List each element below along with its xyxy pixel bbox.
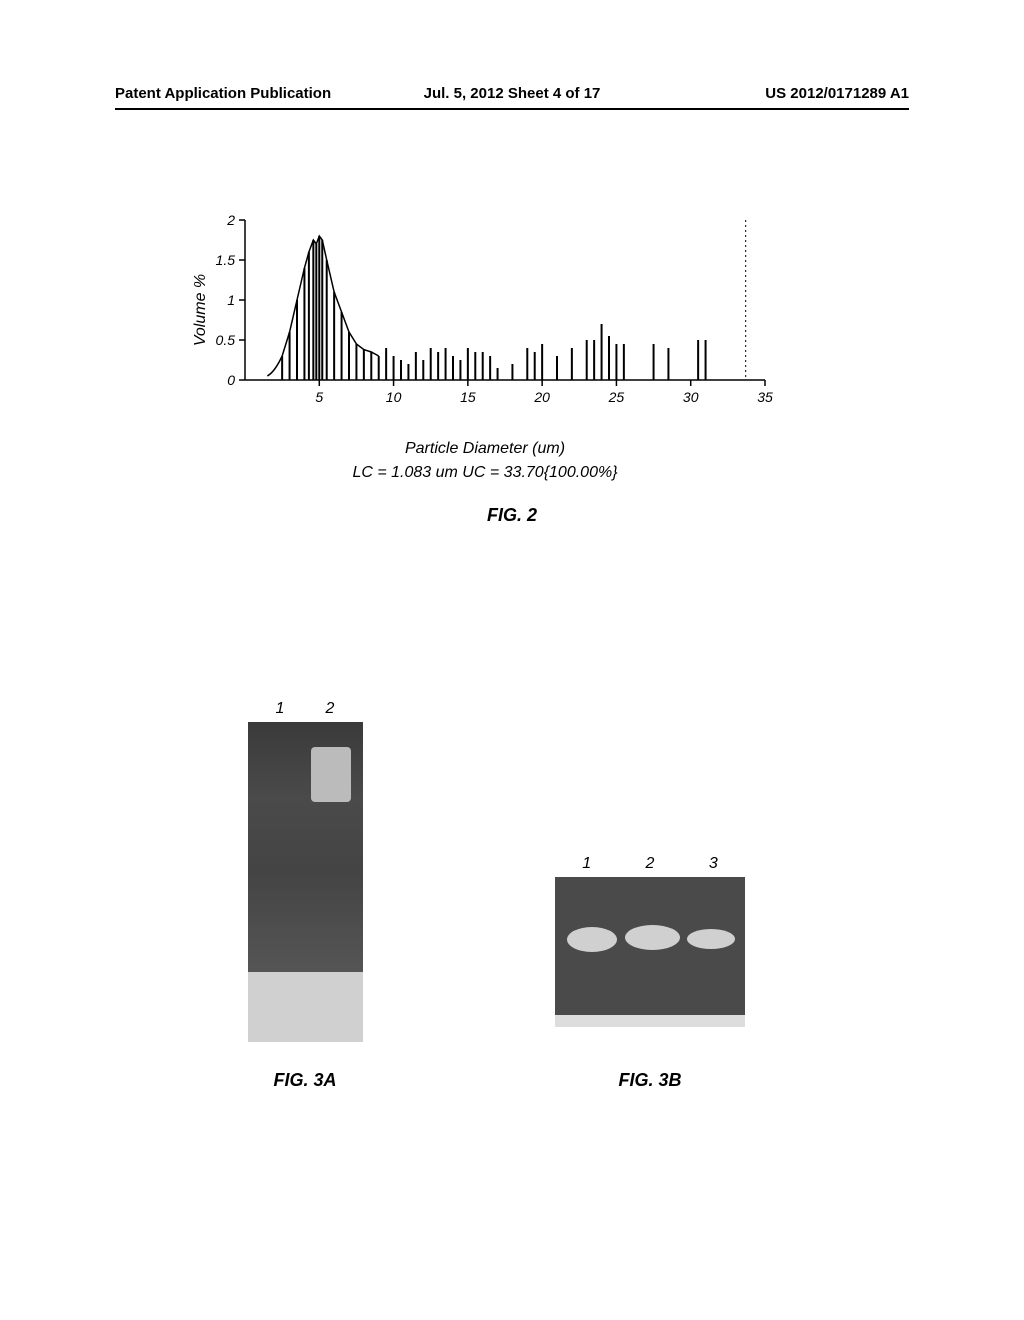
svg-text:10: 10 bbox=[386, 389, 402, 405]
svg-text:20: 20 bbox=[533, 389, 550, 405]
gel-b-image bbox=[555, 877, 745, 1027]
chart-ylabel: Volume % bbox=[192, 274, 210, 346]
fig2-caption: FIG. 2 bbox=[0, 505, 1024, 526]
chart-xlabel: Particle Diameter (um) bbox=[405, 440, 565, 458]
svg-text:1: 1 bbox=[227, 292, 235, 308]
fig3a-caption: FIG. 3A bbox=[255, 1070, 355, 1091]
svg-text:0.5: 0.5 bbox=[216, 332, 236, 348]
gel-b-lane-3: 3 bbox=[709, 855, 718, 873]
chart-subtitle: LC = 1.083 um UC = 33.70{100.00%} bbox=[352, 464, 617, 482]
svg-text:1.5: 1.5 bbox=[216, 252, 236, 268]
gel-a-figure: 1 2 bbox=[245, 700, 365, 1042]
gel-b-lane-labels: 1 2 3 bbox=[555, 855, 745, 873]
gel-b-band-2 bbox=[625, 925, 680, 950]
gel-b-band-1 bbox=[567, 927, 617, 952]
svg-text:25: 25 bbox=[608, 389, 625, 405]
gel-a-lane-2: 2 bbox=[326, 700, 335, 718]
svg-text:30: 30 bbox=[683, 389, 699, 405]
gel-b-lane-2: 2 bbox=[646, 855, 655, 873]
svg-text:35: 35 bbox=[757, 389, 773, 405]
particle-diameter-chart: Volume % 00.511.525101520253035 Particle… bbox=[195, 190, 775, 430]
gel-a-lane-labels: 1 2 bbox=[245, 700, 365, 718]
gel-a-lane-1: 1 bbox=[276, 700, 285, 718]
header-center: Jul. 5, 2012 Sheet 4 of 17 bbox=[380, 85, 645, 102]
gel-a-image bbox=[248, 722, 363, 1042]
svg-text:2: 2 bbox=[226, 212, 235, 228]
gel-b-lane-1: 1 bbox=[582, 855, 591, 873]
gel-a-light-region bbox=[248, 972, 363, 1042]
svg-text:0: 0 bbox=[227, 372, 235, 388]
gel-a-band bbox=[311, 747, 351, 802]
header-rule bbox=[115, 108, 909, 110]
chart-svg: 00.511.525101520253035 bbox=[195, 190, 775, 430]
svg-text:15: 15 bbox=[460, 389, 476, 405]
gel-b-band-3 bbox=[687, 929, 735, 949]
svg-text:5: 5 bbox=[315, 389, 323, 405]
page-header: Patent Application Publication Jul. 5, 2… bbox=[0, 85, 1024, 102]
fig3b-caption: FIG. 3B bbox=[600, 1070, 700, 1091]
header-left: Patent Application Publication bbox=[115, 85, 380, 102]
gel-b-bottom bbox=[555, 1015, 745, 1027]
header-right: US 2012/0171289 A1 bbox=[644, 85, 909, 102]
gel-b-figure: 1 2 3 bbox=[555, 855, 745, 1027]
